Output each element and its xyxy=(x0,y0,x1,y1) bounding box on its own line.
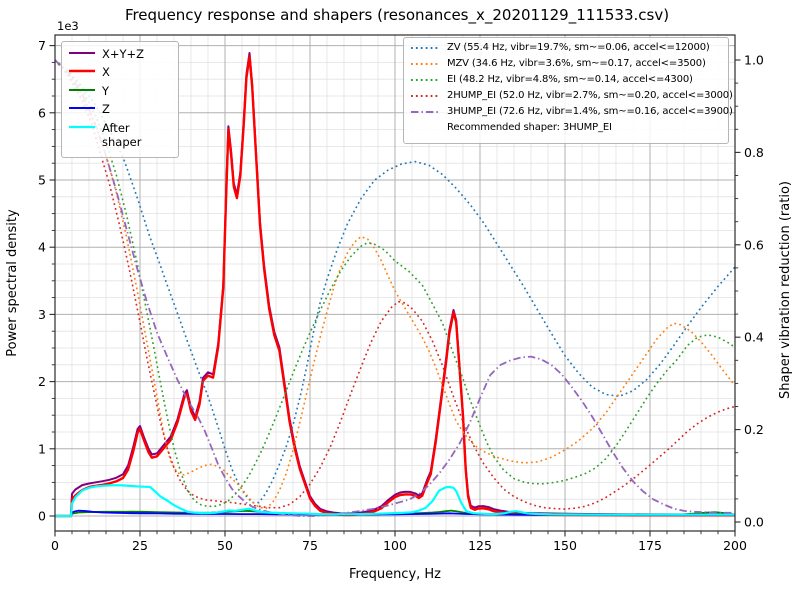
legend-label-3hump-ei: 3HUMP_EI (72.6 Hz, vibr=1.4%, sm~=0.16, … xyxy=(447,106,733,117)
legend-item-mzv: MZV (34.6 Hz, vibr=3.6%, sm~=0.17, accel… xyxy=(411,59,721,69)
x-tick-label: 0 xyxy=(51,538,59,553)
x-tick-label: 25 xyxy=(132,538,148,553)
x-tick-label: 100 xyxy=(383,538,407,553)
y-right-tick-label: 0.2 xyxy=(744,422,764,437)
legend-key-line xyxy=(411,47,440,49)
y-left-tick-label: 7 xyxy=(38,38,46,53)
legend-psd-curves: X+Y+Z X Y Z After shaper xyxy=(61,41,179,159)
x-tick-label: 150 xyxy=(553,538,577,553)
legend-key-line xyxy=(69,52,95,54)
legend-key-line xyxy=(69,107,95,110)
legend-item-2hump-ei: 2HUMP_EI (52.0 Hz, vibr=2.7%, sm~=0.20, … xyxy=(411,91,733,101)
series-group xyxy=(55,52,735,518)
y-right-axis-label: Shaper vibration reduction (ratio) xyxy=(778,181,793,399)
legend-recommended-text: Recommended shaper: 3HUMP_EI xyxy=(447,122,612,133)
legend-key-line xyxy=(69,125,95,128)
x-tick-label: 50 xyxy=(217,538,233,553)
legend-label-zv: ZV (55.4 Hz, vibr=19.7%, sm~=0.06, accel… xyxy=(447,42,710,53)
legend-label-after-shaper: After shaper xyxy=(102,120,142,149)
legend-item-y: Y xyxy=(69,84,171,98)
legend-label-z: Z xyxy=(102,102,110,117)
x-axis-label: Frequency, Hz xyxy=(349,567,441,582)
y-left-tick-label: 1 xyxy=(38,441,46,456)
legend-key-line xyxy=(69,88,95,91)
y-right-tick-label: 0.0 xyxy=(744,515,764,530)
y-left-tick-label: 2 xyxy=(38,374,46,389)
chart-title: Frequency response and shapers (resonanc… xyxy=(125,6,669,25)
series-ei xyxy=(55,59,735,508)
legend-label-x: X xyxy=(102,65,110,80)
x-tick-label: 200 xyxy=(723,538,747,553)
legend-label-mzv: MZV (34.6 Hz, vibr=3.6%, sm~=0.17, accel… xyxy=(447,58,706,69)
legend-recommended-shaper: Recommended shaper: 3HUMP_EI xyxy=(411,123,721,133)
y-right-tick-label: 0.6 xyxy=(744,237,764,252)
x-tick-label: 125 xyxy=(468,538,492,553)
y-left-multiplier: 1e3 xyxy=(57,19,79,33)
x-tick-label: 175 xyxy=(638,538,662,553)
y-right-tick-label: 0.4 xyxy=(744,330,764,345)
y-left-tick-label: 4 xyxy=(38,240,46,255)
legend-label-xyz: X+Y+Z xyxy=(102,47,145,61)
legend-item-xyz: X+Y+Z xyxy=(69,47,171,61)
legend-label-y: Y xyxy=(102,83,110,98)
legend-label-ei: EI (48.2 Hz, vibr=4.8%, sm~=0.14, accel<… xyxy=(447,74,693,85)
x-tick-label: 75 xyxy=(302,538,318,553)
series-x xyxy=(55,55,735,518)
series-3hump_ei xyxy=(55,59,735,517)
legend-item-ei: EI (48.2 Hz, vibr=4.8%, sm~=0.14, accel<… xyxy=(411,75,721,85)
legend-shapers: ZV (55.4 Hz, vibr=19.7%, sm~=0.06, accel… xyxy=(403,37,733,144)
series-2hump_ei xyxy=(55,59,735,510)
legend-key-line xyxy=(411,63,440,65)
y-left-tick-label: 5 xyxy=(38,173,46,188)
y-left-tick-label: 6 xyxy=(38,105,46,120)
legend-key-line xyxy=(411,111,440,113)
legend-item-after-shaper: After shaper xyxy=(69,121,171,150)
legend-key-line xyxy=(69,70,95,73)
series-after-shaper xyxy=(55,484,735,518)
legend-item-z: Z xyxy=(69,102,171,116)
y-left-tick-label: 3 xyxy=(38,307,46,322)
y-right-tick-label: 1.0 xyxy=(744,53,764,68)
legend-item-zv: ZV (55.4 Hz, vibr=19.7%, sm~=0.06, accel… xyxy=(411,43,721,53)
legend-item-x: X xyxy=(69,65,171,79)
y-right-tick-label: 0.8 xyxy=(744,145,764,160)
legend-item-3hump-ei: 3HUMP_EI (72.6 Hz, vibr=1.4%, sm~=0.16, … xyxy=(411,107,733,117)
y-left-tick-label: 0 xyxy=(38,509,46,524)
legend-key-line xyxy=(411,95,440,97)
y-left-axis-label: Power spectral density xyxy=(5,209,20,357)
legend-key-line xyxy=(411,79,440,81)
series-mzv xyxy=(55,59,735,510)
legend-label-2hump-ei: 2HUMP_EI (52.0 Hz, vibr=2.7%, sm~=0.20, … xyxy=(447,90,733,101)
series-zv xyxy=(55,59,735,504)
